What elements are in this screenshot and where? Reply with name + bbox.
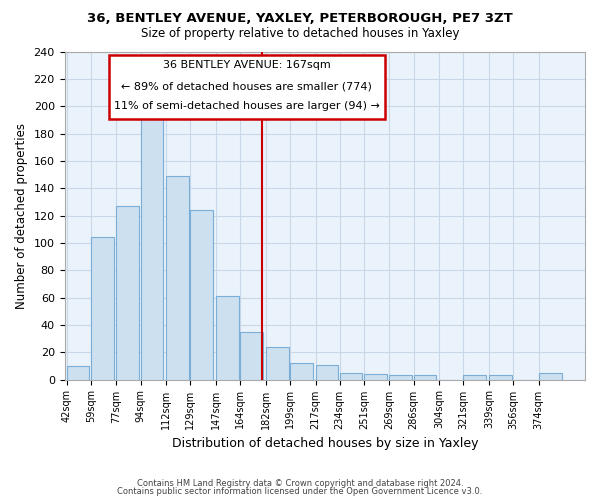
Text: 36, BENTLEY AVENUE, YAXLEY, PETERBOROUGH, PE7 3ZT: 36, BENTLEY AVENUE, YAXLEY, PETERBOROUGH… xyxy=(87,12,513,26)
Text: Size of property relative to detached houses in Yaxley: Size of property relative to detached ho… xyxy=(141,28,459,40)
Bar xyxy=(240,332,263,380)
Text: 36 BENTLEY AVENUE: 167sqm: 36 BENTLEY AVENUE: 167sqm xyxy=(163,60,331,70)
Text: 11% of semi-detached houses are larger (94) →: 11% of semi-detached houses are larger (… xyxy=(114,100,380,110)
Text: Contains HM Land Registry data © Crown copyright and database right 2024.: Contains HM Land Registry data © Crown c… xyxy=(137,478,463,488)
Bar xyxy=(413,376,436,380)
Bar xyxy=(489,376,512,380)
X-axis label: Distribution of detached houses by size in Yaxley: Distribution of detached houses by size … xyxy=(172,437,478,450)
Bar xyxy=(364,374,386,380)
Bar xyxy=(116,206,139,380)
Y-axis label: Number of detached properties: Number of detached properties xyxy=(15,122,28,308)
Text: ← 89% of detached houses are smaller (774): ← 89% of detached houses are smaller (77… xyxy=(121,81,372,91)
Bar xyxy=(463,376,486,380)
Bar xyxy=(539,372,562,380)
Bar xyxy=(140,108,163,380)
Bar xyxy=(316,364,338,380)
Text: Contains public sector information licensed under the Open Government Licence v3: Contains public sector information licen… xyxy=(118,487,482,496)
Bar xyxy=(67,366,89,380)
Bar xyxy=(91,238,113,380)
Bar xyxy=(266,347,289,380)
Bar xyxy=(290,363,313,380)
FancyBboxPatch shape xyxy=(109,55,385,119)
Bar xyxy=(166,176,189,380)
Bar xyxy=(389,376,412,380)
Bar xyxy=(190,210,213,380)
Bar xyxy=(216,296,239,380)
Bar xyxy=(340,372,362,380)
